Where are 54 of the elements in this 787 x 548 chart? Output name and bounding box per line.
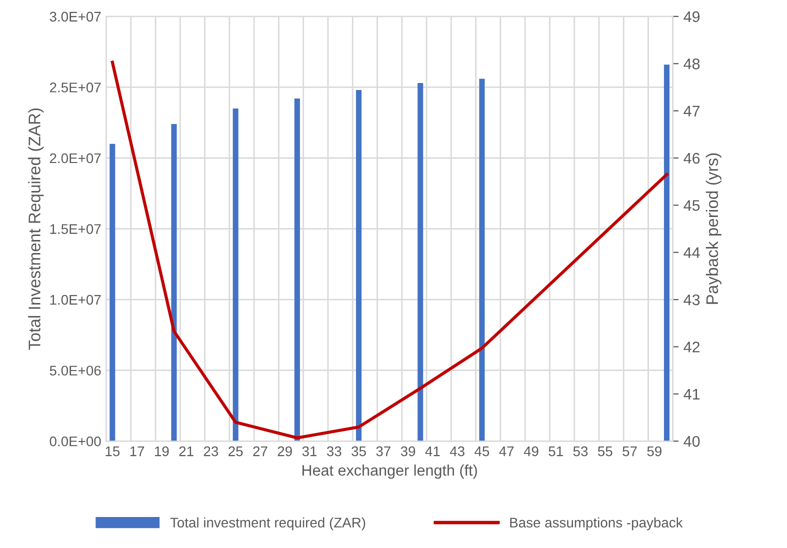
y2-tick-label: 46	[684, 152, 700, 164]
y-tick-label: 2.0E+07	[50, 153, 101, 164]
y2-tick-label: 49	[684, 11, 700, 22]
y-tick-label: 0.0E+00	[50, 436, 101, 446]
x-tick-label: 33	[326, 446, 342, 456]
legend-label: Base assumptions -payback	[510, 517, 683, 530]
y-tick-label: 2.5E+07	[50, 82, 101, 92]
x-tick-label: 47	[499, 446, 514, 456]
y-tick-label: 5.0E+06	[50, 366, 101, 376]
bar	[171, 124, 177, 442]
bar	[479, 78, 485, 442]
x-tick-label: 43	[450, 446, 464, 456]
x-tick-label: 59	[647, 446, 662, 456]
x-tick-label: 27	[253, 446, 268, 456]
x-tick-label: 53	[573, 446, 588, 456]
bar	[664, 64, 670, 442]
bar	[294, 98, 300, 442]
y2-tick-label: 40	[684, 436, 700, 447]
x-tick-label: 25	[228, 446, 243, 456]
x-tick-label: 41	[425, 446, 440, 456]
x-tick-label: 39	[400, 446, 416, 456]
y2-tick-label: 48	[684, 58, 700, 70]
y2-tick-label: 44	[684, 247, 700, 258]
line-series	[110, 60, 668, 440]
y2-tick-label: 43	[684, 294, 700, 306]
x-tick-label: 51	[548, 446, 563, 456]
y2-axis-title: Payback period (yrs)	[706, 153, 722, 304]
x-tick-label: 57	[622, 446, 637, 456]
bar	[232, 108, 238, 442]
x-tick-label: 21	[179, 446, 194, 456]
y2-tick-label: 42	[684, 342, 700, 352]
bar	[418, 82, 424, 442]
y2-tick-label: 45	[684, 200, 700, 211]
x-tick-label: 55	[598, 446, 612, 456]
x-tick-label: 19	[155, 446, 169, 456]
x-tick-label: 37	[376, 446, 390, 456]
x-tick-label: 29	[278, 446, 292, 456]
x-axis-title: Heat exchanger length (ft)	[302, 464, 477, 479]
y-tick-label: 1.5E+07	[50, 224, 101, 234]
y-tick-label: 1.0E+07	[50, 294, 101, 305]
x-tick-label: 15	[106, 446, 120, 456]
bar	[356, 90, 362, 442]
x-tick-label: 23	[204, 446, 218, 456]
x-tick-label: 31	[302, 446, 317, 456]
x-tick-label: 17	[130, 446, 144, 456]
y2-tick-label: 41	[684, 388, 700, 400]
y2-tick-label: 47	[684, 106, 700, 116]
x-tick-label: 49	[524, 446, 538, 456]
x-tick-label: 35	[352, 446, 366, 456]
bar	[110, 144, 116, 442]
legend-label: Total investment required (ZAR)	[170, 517, 366, 530]
x-tick-label: 45	[474, 446, 490, 456]
y-axis-title: Total Investment Required (ZAR)	[28, 108, 44, 350]
y-tick-label: 3.0E+07	[50, 12, 101, 22]
